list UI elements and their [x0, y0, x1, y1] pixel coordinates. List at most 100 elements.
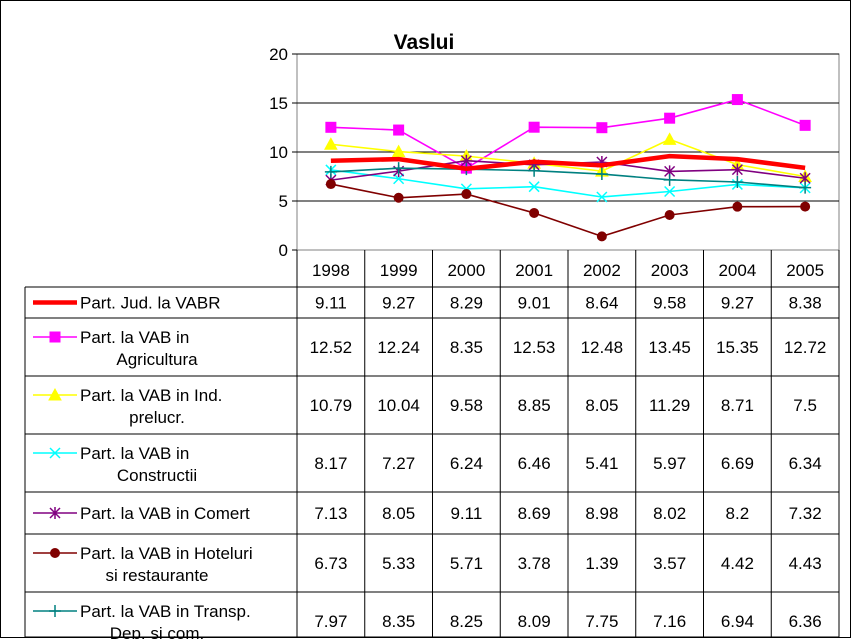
data-label-1-2003: 13.45	[648, 338, 691, 357]
series-line-6	[330, 167, 806, 189]
data-label-0-2000: 8.29	[450, 294, 483, 313]
x-category-label-2004: 2004	[718, 261, 756, 280]
series-5-point-4	[596, 231, 607, 242]
series-1-point-4	[596, 122, 608, 134]
data-label-2-2003: 11.29	[649, 396, 690, 415]
legend-label-6-line-2: Dep. si com.	[110, 624, 204, 639]
series-line-1	[330, 98, 806, 169]
data-label-3-2003: 5.97	[653, 454, 686, 473]
data-label-2-2002: 8.05	[585, 396, 618, 415]
series-6-point-0	[324, 165, 337, 178]
data-label-1-1998: 12.52	[310, 338, 353, 357]
data-label-4-2003: 8.02	[653, 504, 686, 523]
data-label-4-2005: 7.32	[789, 504, 822, 523]
y-tick-label-0: 0	[279, 241, 288, 260]
data-label-5-1999: 5.33	[382, 554, 415, 573]
x-category-label-1998: 1998	[312, 261, 350, 280]
data-label-1-2000: 8.35	[450, 338, 483, 357]
data-label-1-2004: 15.35	[716, 338, 759, 357]
series-2-point-0	[324, 137, 338, 150]
legend-label-5-line-1: Part. la VAB in Hoteluri	[80, 544, 253, 563]
data-label-6-2004: 6.94	[721, 612, 754, 631]
legend-label-2-line-2: prelucr.	[129, 408, 185, 427]
series-line-0	[330, 153, 806, 172]
data-label-0-2001: 9.01	[518, 294, 551, 313]
data-label-4-2004: 8.2	[726, 504, 750, 523]
y-tick-label-4: 20	[269, 45, 288, 64]
data-label-5-2005: 4.43	[789, 554, 822, 573]
data-label-2-1999: 10.04	[377, 396, 420, 415]
data-label-2-2004: 8.71	[721, 396, 754, 415]
data-label-5-2003: 3.57	[653, 554, 686, 573]
data-label-3-1998: 8.17	[314, 454, 347, 473]
data-label-6-1999: 8.35	[382, 612, 415, 631]
data-label-6-1998: 7.97	[314, 612, 347, 631]
y-tick-label-1: 5	[279, 192, 288, 211]
x-category-label-2000: 2000	[447, 261, 485, 280]
series-5-point-1	[393, 192, 404, 203]
series-1-point-0	[325, 121, 337, 133]
series-6-point-5	[663, 173, 676, 186]
legend-key-marker-2	[48, 387, 62, 401]
data-label-5-2002: 1.39	[585, 554, 618, 573]
legend-label-2-line-1: Part. la VAB in Ind.	[80, 386, 222, 405]
data-label-1-1999: 12.24	[377, 338, 420, 357]
data-label-0-1999: 9.27	[382, 294, 415, 313]
chart-title: Vaslui	[394, 31, 455, 54]
data-label-0-1998: 9.11	[315, 294, 347, 313]
data-label-0-2004: 9.27	[721, 294, 754, 313]
data-label-3-2002: 5.41	[585, 454, 618, 473]
series-1-point-3	[528, 121, 540, 133]
series-5-point-5	[664, 210, 675, 221]
data-label-1-2005: 12.72	[784, 338, 827, 357]
data-label-4-2001: 8.69	[518, 504, 551, 523]
data-label-3-2001: 6.46	[518, 454, 551, 473]
legend-label-4: Part. la VAB in Comert	[80, 504, 250, 523]
legend-key-marker-5	[50, 548, 60, 558]
series-6-point-3	[528, 164, 541, 177]
data-label-6-2002: 7.75	[585, 612, 618, 631]
data-label-6-2001: 8.09	[518, 612, 551, 631]
series-6-point-1	[392, 162, 405, 175]
x-category-label-2005: 2005	[786, 261, 824, 280]
data-label-0-2005: 8.38	[789, 294, 822, 313]
series-5-point-3	[529, 207, 540, 218]
series-4-point-6	[731, 163, 743, 176]
series-6-point-4	[595, 168, 608, 181]
legend-label-0: Part. Jud. la VABR	[80, 294, 220, 313]
legend-key-marker-6	[49, 605, 61, 617]
legend-label-5-line-2: si restaurante	[106, 566, 209, 585]
series-1-point-5	[664, 112, 676, 124]
series-3-point-4	[596, 191, 608, 203]
data-label-3-2004: 6.69	[721, 454, 754, 473]
series-5-point-2	[461, 189, 472, 200]
data-label-0-2003: 9.58	[653, 294, 686, 313]
x-category-label-1999: 1999	[380, 261, 418, 280]
data-label-3-2005: 6.34	[789, 454, 822, 473]
series-2-point-1	[391, 144, 406, 158]
series-2-point-5	[662, 132, 677, 145]
data-label-5-2001: 3.78	[518, 554, 551, 573]
series-line-5	[330, 183, 806, 238]
legend-label-6-line-1: Part. la VAB in Transp.	[80, 602, 251, 621]
series-5-point-6	[732, 201, 743, 212]
legend-label-1-line-1: Part. la VAB in	[80, 328, 189, 347]
y-tick-label-2: 10	[269, 143, 288, 162]
data-label-4-2002: 8.98	[585, 504, 618, 523]
data-label-2-2001: 8.85	[518, 396, 551, 415]
data-label-6-2005: 6.36	[789, 612, 822, 631]
data-label-6-2000: 8.25	[450, 612, 483, 631]
series-3-point-3	[528, 181, 540, 193]
data-label-3-2000: 6.24	[450, 454, 483, 473]
data-label-4-1999: 8.05	[382, 504, 415, 523]
series-5-point-0	[325, 179, 336, 190]
legend-label-1-line-2: Agricultura	[116, 350, 198, 369]
series-1-point-7	[799, 119, 811, 131]
data-label-6-2003: 7.16	[653, 612, 686, 631]
data-label-3-1999: 7.27	[382, 454, 415, 473]
series-3-point-5	[664, 185, 676, 198]
legend-key-marker-1	[49, 331, 61, 343]
data-label-2-2000: 9.58	[450, 396, 483, 415]
